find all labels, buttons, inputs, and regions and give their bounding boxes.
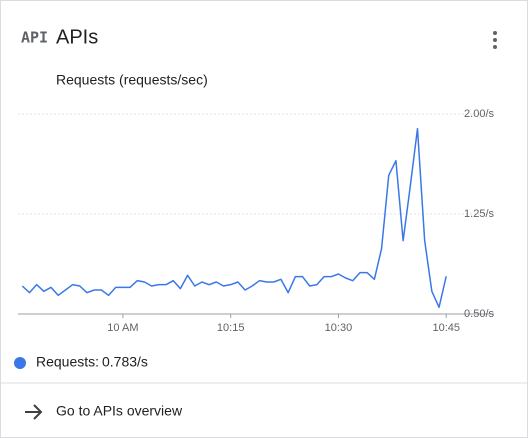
x-tick-label: 10 AM bbox=[107, 322, 138, 334]
legend-swatch bbox=[14, 357, 26, 369]
menu-button[interactable] bbox=[493, 31, 497, 49]
link-text: Go to APIs overview bbox=[56, 403, 183, 419]
menu-dot bbox=[493, 38, 497, 42]
x-tick-label: 10:45 bbox=[432, 322, 460, 334]
x-tick-label: 10:30 bbox=[325, 322, 353, 334]
legend-label: Requests: bbox=[36, 354, 99, 370]
series-line bbox=[21, 127, 447, 309]
api-icon: API bbox=[21, 29, 48, 47]
y-tick-label: 1.25/s bbox=[464, 208, 494, 220]
chart-title: Requests (requests/sec) bbox=[56, 72, 208, 88]
link[interactable]: Go to APIs overview bbox=[25, 403, 183, 420]
y-tick-label: 2.00/s bbox=[464, 108, 494, 120]
legend-value: 0.783/s bbox=[102, 354, 148, 370]
card-title: APIs bbox=[56, 26, 98, 48]
menu-dot bbox=[493, 45, 497, 49]
x-tick-label: 10:15 bbox=[217, 322, 245, 334]
arrow-icon bbox=[25, 404, 43, 420]
y-tick-label: 0.50/s bbox=[464, 308, 494, 320]
menu-dot bbox=[493, 31, 497, 35]
